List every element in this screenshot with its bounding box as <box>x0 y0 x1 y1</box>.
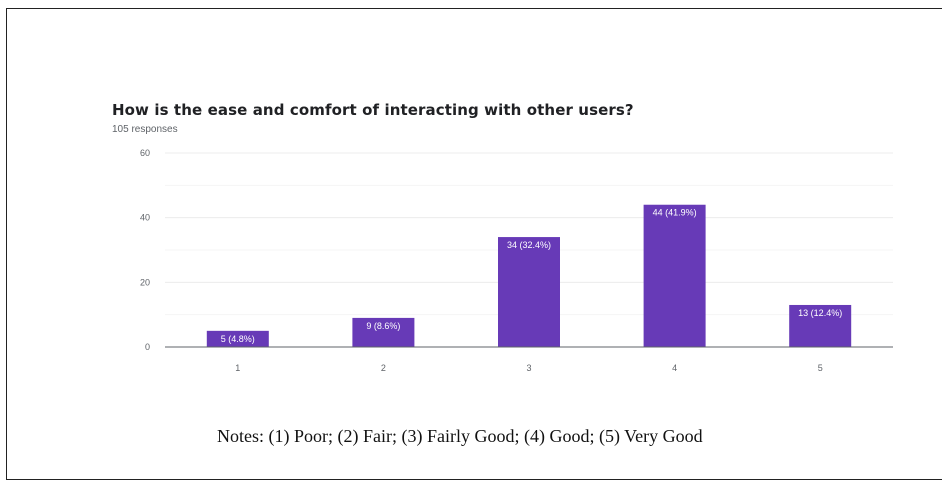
bar-chart: 0 20 40 60 5 (4.8%) 9 (8.6%) 34 (32.4%) 44 (41… <box>140 148 893 373</box>
bar-value-label: 9 (8.6%) <box>366 321 400 331</box>
bar-2 <box>352 317 415 347</box>
bar-value-label: 34 (32.4%) <box>507 240 551 250</box>
y-tick-label: 20 <box>140 277 150 287</box>
figure-frame <box>6 8 942 480</box>
y-axis-ticks: 0 20 40 60 <box>140 148 150 352</box>
x-tick-label: 3 <box>526 363 531 373</box>
x-axis-ticks: 1 2 3 4 5 <box>235 363 822 373</box>
bar-labels: 5 (4.8%) 9 (8.6%) 34 (32.4%) 44 (41.9%) 13 (… <box>221 208 842 344</box>
bar-3 <box>498 237 560 347</box>
bar-value-label: 13 (12.4%) <box>798 308 842 318</box>
bar-5 <box>789 304 852 347</box>
x-tick-label: 4 <box>672 363 677 373</box>
y-tick-label: 60 <box>140 148 150 158</box>
x-tick-label: 1 <box>235 363 240 373</box>
x-tick-label: 2 <box>381 363 386 373</box>
response-count: 105 responses <box>112 124 178 135</box>
chart-title: How is the ease and comfort of interacti… <box>112 101 634 119</box>
bar-value-label: 5 (4.8%) <box>221 334 255 344</box>
x-tick-label: 5 <box>818 363 823 373</box>
y-tick-label: 0 <box>145 342 150 352</box>
bars <box>206 204 852 347</box>
y-tick-label: 40 <box>140 213 150 223</box>
bar-1 <box>206 330 269 347</box>
bar-value-label: 44 (41.9%) <box>653 208 697 218</box>
bar-4 <box>643 204 706 347</box>
notes-caption: Notes: (1) Poor; (2) Fair; (3) Fairly Go… <box>217 426 703 446</box>
